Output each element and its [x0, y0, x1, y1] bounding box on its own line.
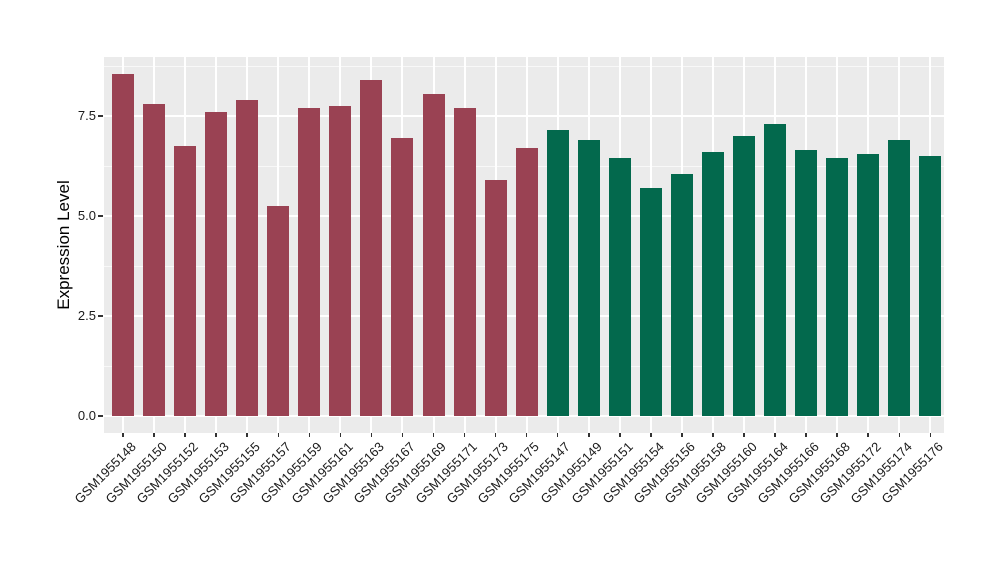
bar-gsm1955160 [733, 136, 755, 416]
bar-gsm1955163 [360, 80, 383, 416]
y-axis-tick-label: 0.0 [77, 408, 96, 423]
y-axis-tick-mark [98, 415, 103, 417]
x-axis-tick-mark [525, 433, 528, 437]
bar-gsm1955151 [608, 158, 631, 416]
x-axis-tick-mark [432, 433, 435, 437]
x-axis-tick-mark [712, 433, 714, 437]
x-axis-tick-mark [246, 433, 248, 437]
plot-panel [104, 57, 944, 433]
bar-gsm1955167 [391, 138, 414, 416]
bar-gsm1955150 [143, 104, 166, 416]
x-axis-tick-mark [556, 433, 559, 437]
y-axis-tick-label: 5.0 [77, 208, 96, 223]
bar-gsm1955155 [236, 100, 259, 416]
bar-gsm1955173 [484, 180, 507, 416]
x-axis-tick-mark [836, 433, 838, 437]
gridline-major [104, 115, 944, 117]
y-axis-title: Expression Level [54, 180, 73, 310]
bar-gsm1955161 [329, 106, 352, 416]
bar-gsm1955158 [701, 152, 724, 416]
y-axis-tick-mark [98, 215, 103, 217]
y-axis-tick-label: 2.5 [77, 308, 96, 323]
bar-gsm1955147 [546, 130, 569, 416]
bar-gsm1955156 [670, 174, 693, 416]
x-axis-tick-mark [650, 433, 652, 437]
x-axis-tick-mark [867, 433, 869, 437]
x-axis-tick-mark [588, 433, 590, 437]
x-axis-tick-mark [929, 433, 932, 437]
x-axis-tick-mark [463, 433, 466, 437]
x-axis-tick-mark [619, 433, 621, 437]
x-axis-tick-mark [277, 433, 279, 437]
bar-gsm1955157 [267, 206, 290, 416]
x-axis-tick-mark [308, 433, 311, 437]
x-axis-tick-mark [122, 433, 124, 437]
bar-gsm1955149 [577, 140, 600, 416]
x-axis-tick-mark [184, 433, 186, 437]
bar-gsm1955164 [764, 124, 787, 416]
bar-gsm1955152 [174, 146, 197, 416]
bar-gsm1955166 [795, 150, 818, 416]
x-axis-tick-mark [681, 433, 683, 437]
bar-gsm1955171 [453, 108, 476, 416]
bar-gsm1955148 [112, 74, 134, 416]
x-axis-tick-mark [339, 433, 342, 437]
x-axis-tick-mark [898, 433, 900, 437]
gridline-major [104, 415, 944, 417]
x-axis-tick-mark [743, 433, 745, 437]
x-axis-tick-mark [774, 433, 776, 437]
y-axis-tick-mark [98, 315, 103, 317]
x-axis-tick-mark [401, 433, 404, 437]
y-axis-tick-mark [98, 115, 103, 117]
x-axis-tick-mark [153, 433, 155, 437]
x-axis-tick-mark [215, 433, 217, 437]
bar-gsm1955159 [298, 108, 321, 416]
bar-gsm1955153 [205, 112, 228, 416]
bar-gsm1955169 [422, 94, 445, 416]
bar-gsm1955174 [888, 140, 911, 416]
bar-gsm1955154 [639, 188, 662, 416]
y-axis-tick-label: 7.5 [77, 108, 96, 123]
gridline-minor [104, 65, 944, 67]
x-axis-tick-mark [494, 433, 497, 437]
x-axis-tick-mark [805, 433, 807, 437]
bar-gsm1955172 [857, 154, 880, 416]
bar-gsm1955176 [919, 156, 942, 416]
bar-gsm1955168 [826, 158, 849, 416]
x-axis-tick-mark [370, 433, 373, 437]
bar-gsm1955175 [515, 148, 538, 416]
